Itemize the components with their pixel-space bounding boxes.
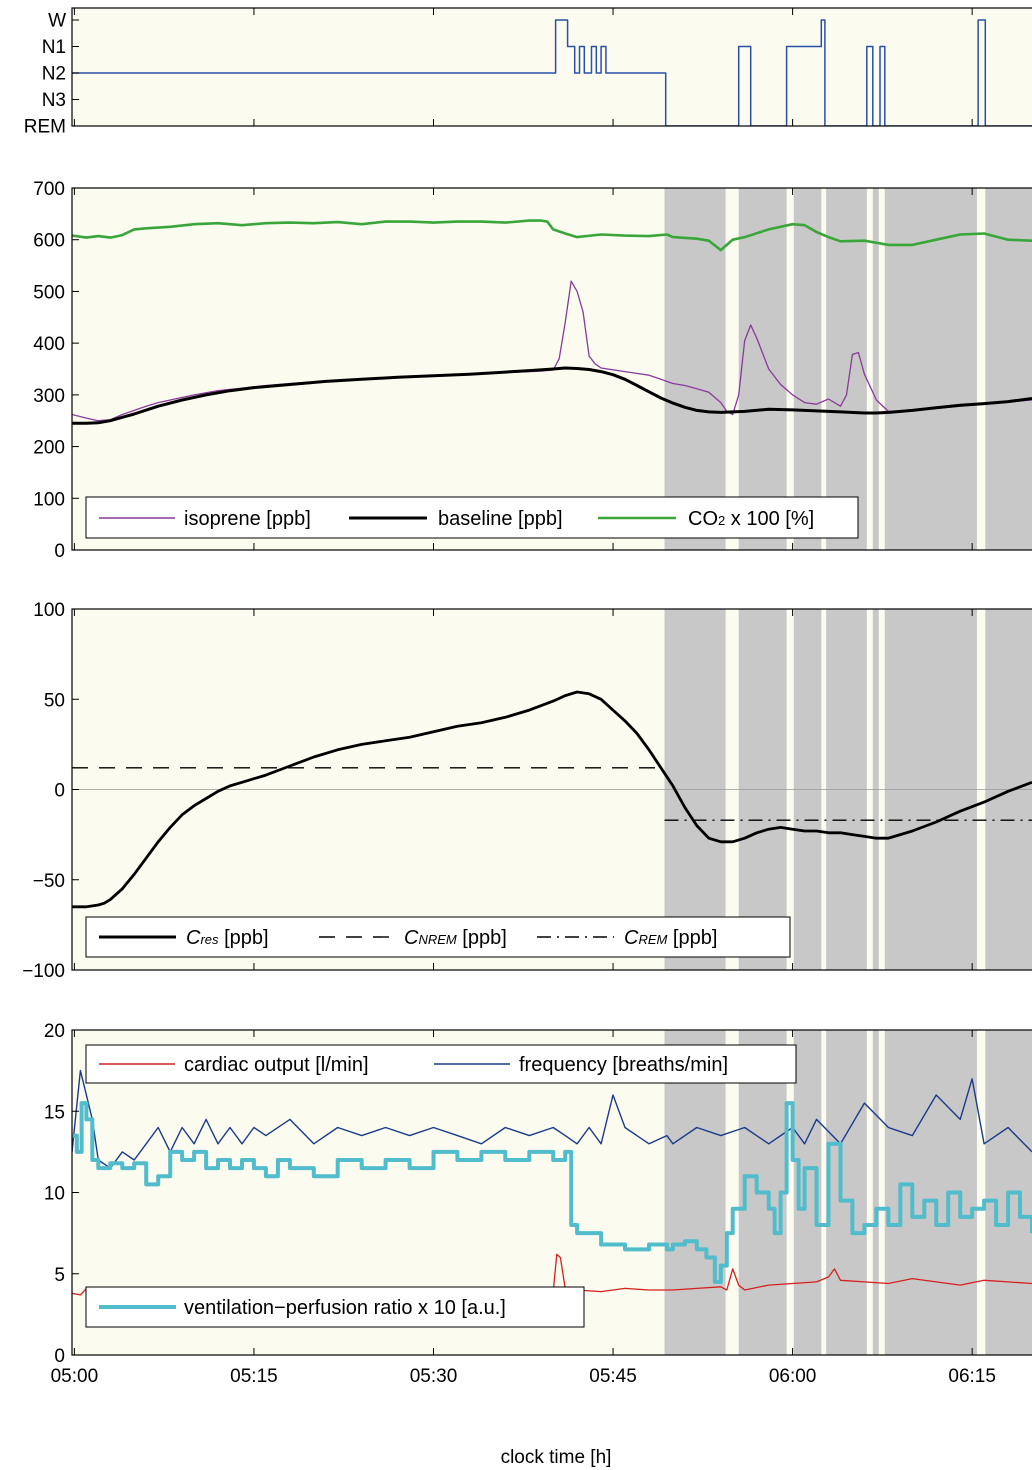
- y-tick-label: 700: [33, 179, 65, 200]
- y-tick-label: 0: [54, 1346, 65, 1367]
- series-group: [72, 219, 1032, 425]
- x-tick-label: 05:30: [410, 1366, 458, 1387]
- y-tick-label: −50: [33, 871, 65, 892]
- legend-label-cardiac-output: cardiac output [l/min]: [184, 1054, 369, 1076]
- y-tick-label: 500: [33, 282, 65, 303]
- isoprene-axes: 0 100 200 300 400 500 600 700: [33, 179, 1032, 562]
- y-tick-label: REM: [24, 117, 66, 138]
- isoprene-panel: 0 100 200 300 400 500 600 700 isoprene [ppb] ba…: [33, 179, 1032, 562]
- y-tick-label: 20: [44, 1021, 65, 1042]
- axes-frame: [71, 187, 1032, 551]
- y-tick-label: 200: [33, 438, 65, 459]
- rem-period-band: [826, 1030, 867, 1355]
- rem-period-band: [664, 188, 726, 550]
- residual-series: [72, 690, 1032, 909]
- x-axis-label: clock time [h]: [501, 1447, 612, 1468]
- rem-period-band: [872, 188, 879, 550]
- rem-period-band: [793, 188, 822, 550]
- rem-period-band: [872, 1030, 879, 1355]
- isoprene-rem-shading: [664, 188, 1032, 550]
- y-tick-label: 600: [33, 231, 65, 252]
- residual-legend: Cres [ppb] CNREM [ppb] CREM [ppb]: [85, 916, 791, 958]
- x-tick-label: 05:45: [589, 1366, 637, 1387]
- hypnogram-axes: W N1 N2 N3 REM: [24, 7, 1032, 138]
- y-tick-label: 100: [33, 600, 65, 621]
- rem-period-band: [985, 188, 1032, 550]
- legend-label-vq-ratio: ventilation−perfusion ratio x 10 [a.u.]: [184, 1297, 506, 1319]
- legend-label-baseline: baseline [ppb]: [438, 508, 563, 530]
- y-tick-label: 10: [44, 1184, 65, 1205]
- hypnogram-series: [72, 19, 1032, 126]
- rem-period-band: [738, 188, 787, 550]
- x-tick-label: 06:00: [769, 1366, 817, 1387]
- stage-series-line: [72, 19, 1032, 126]
- legend-label-cnrem: CNREM [ppb]: [404, 927, 507, 949]
- physiology-legend-bottom: ventilation−perfusion ratio x 10 [a.u.]: [85, 1286, 585, 1328]
- y-tick-label: 5: [54, 1265, 65, 1286]
- co2-series-line: [72, 219, 1032, 252]
- hypnogram-panel: W N1 N2 N3 REM: [24, 7, 1032, 138]
- physiology-axes: 0 5 10 15 20 05:00 05:15 05:30 05:45 06:00 06:15: [44, 1021, 1032, 1387]
- y-tick-label: 400: [33, 334, 65, 355]
- legend-label-co2: CO2 x 100 [%]: [688, 508, 814, 530]
- legend-label-frequency: frequency [breaths/min]: [519, 1054, 728, 1076]
- rem-period-band: [884, 188, 977, 550]
- series-group: [72, 690, 1032, 909]
- y-tick-label: 0: [54, 541, 65, 562]
- physiology-panel: 0 5 10 15 20 05:00 05:15 05:30 05:45 06:00 06:15 c…: [44, 1021, 1032, 1468]
- series-group: [72, 19, 1032, 126]
- residual-axes: −100 −50 0 50 100: [22, 600, 1032, 982]
- hypnogram-plot-area: [72, 8, 1032, 126]
- isoprene-legend: isoprene [ppb] baseline [ppb] CO2 x 100 …: [85, 496, 859, 539]
- rem-period-band: [826, 188, 867, 550]
- physiology-legend-top: cardiac output [l/min] frequency [breath…: [85, 1044, 797, 1084]
- y-tick-label: 50: [44, 690, 65, 711]
- y-tick-label: 100: [33, 489, 65, 510]
- y-tick-label: N2: [42, 64, 66, 85]
- legend-label-isoprene: isoprene [ppb]: [184, 508, 311, 530]
- y-tick-label: 0: [54, 781, 65, 802]
- legend-label-cres: Cres [ppb]: [186, 927, 269, 949]
- y-tick-label: W: [48, 11, 66, 32]
- axes-frame: [71, 7, 1032, 127]
- rem-period-band: [664, 1030, 726, 1355]
- legend-label-crem: CREM [ppb]: [624, 927, 717, 949]
- x-tick-label: 05:15: [230, 1366, 278, 1387]
- y-tick-label: 15: [44, 1102, 65, 1123]
- baseline-series-line: [72, 366, 1032, 425]
- y-tick-label: −100: [22, 961, 65, 982]
- residual-panel: −100 −50 0 50 100 Cres [ppb] CNREM [ppb] CRE…: [22, 600, 1032, 982]
- vq-ratio-series-line: [72, 1101, 1032, 1284]
- frequency-series-line: [72, 1069, 1032, 1169]
- y-tick-label: 300: [33, 386, 65, 407]
- x-tick-label: 06:15: [948, 1366, 996, 1387]
- y-tick-label: N3: [42, 90, 66, 111]
- cres-series-line: [72, 690, 1032, 909]
- isoprene-series: [72, 219, 1032, 425]
- y-tick-label: N1: [42, 37, 66, 58]
- x-tick-label: 05:00: [51, 1366, 99, 1387]
